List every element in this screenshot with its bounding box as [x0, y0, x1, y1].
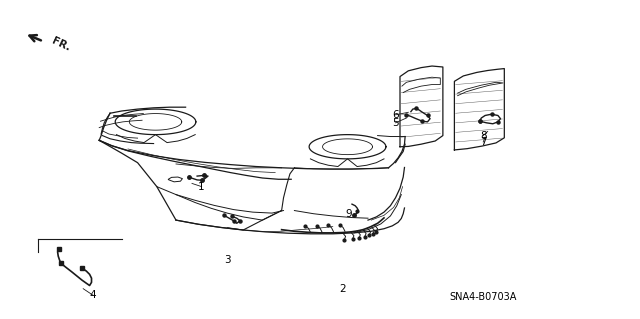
Text: FR.: FR. — [50, 35, 72, 53]
Text: 6: 6 — [392, 110, 399, 120]
Text: 8: 8 — [480, 130, 486, 141]
Text: 2: 2 — [339, 284, 346, 294]
Text: 3: 3 — [224, 255, 230, 265]
Text: 4: 4 — [90, 290, 96, 300]
Text: 5: 5 — [392, 118, 399, 128]
Text: SNA4-B0703A: SNA4-B0703A — [449, 292, 517, 302]
Text: 9: 9 — [346, 209, 352, 219]
Text: 1: 1 — [198, 182, 205, 192]
Text: 7: 7 — [480, 137, 486, 147]
